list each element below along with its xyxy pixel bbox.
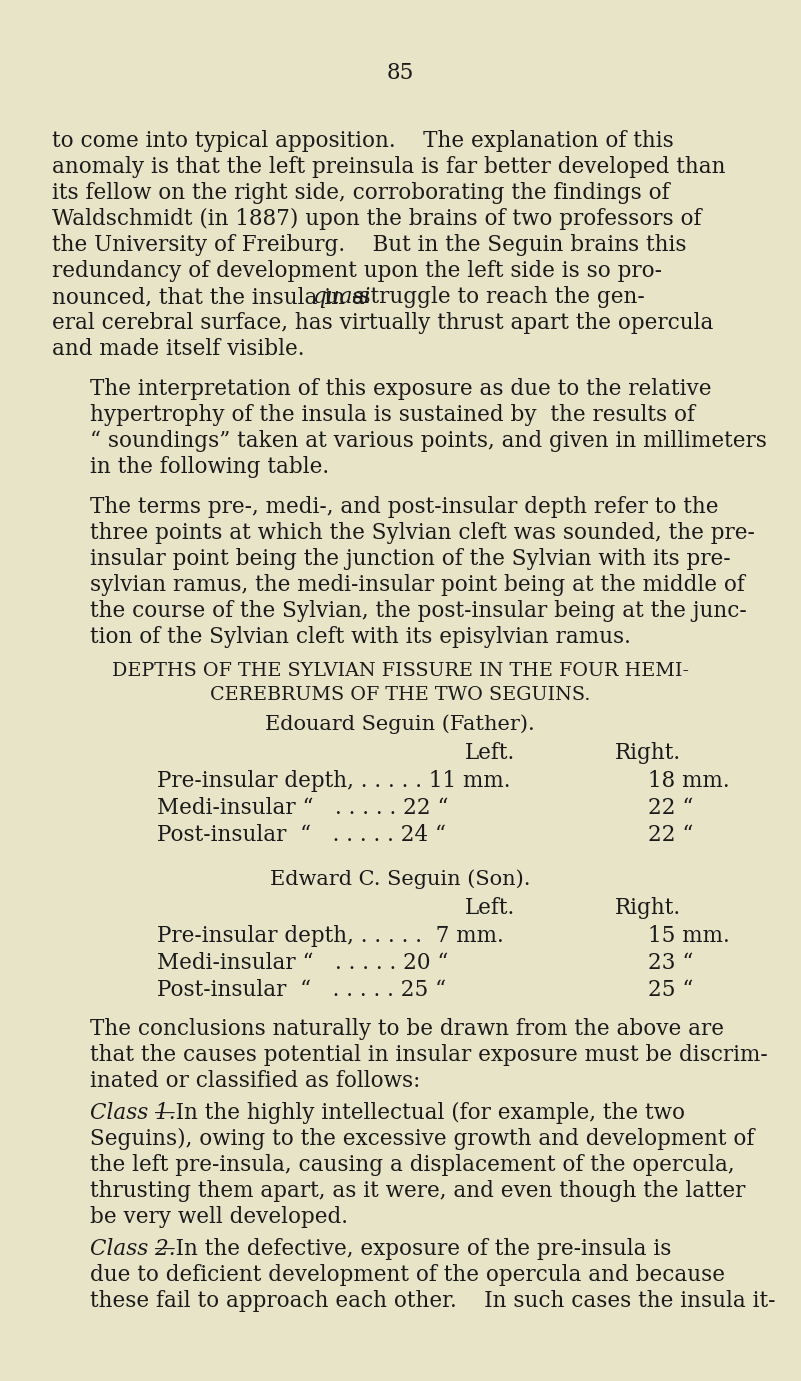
Text: due to deficient development of the opercula and because: due to deficient development of the oper…: [90, 1264, 725, 1286]
Text: 23 “: 23 “: [648, 952, 694, 974]
Text: three points at which the Sylvian cleft was sounded, the pre-: three points at which the Sylvian cleft …: [90, 522, 755, 544]
Text: Class 2.: Class 2.: [90, 1237, 175, 1259]
Text: tion of the Sylvian cleft with its episylvian ramus.: tion of the Sylvian cleft with its episy…: [90, 626, 631, 648]
Text: Post-insular  “ . . . . . 24 “: Post-insular “ . . . . . 24 “: [157, 824, 446, 847]
Text: Left.: Left.: [465, 898, 515, 918]
Text: nounced, that the insula in a: nounced, that the insula in a: [52, 286, 372, 308]
Text: The conclusions naturally to be drawn from the above are: The conclusions naturally to be drawn fr…: [90, 1018, 724, 1040]
Text: -struggle to reach the gen-: -struggle to reach the gen-: [352, 286, 645, 308]
Text: these fail to approach each other.    In such cases the insula it-: these fail to approach each other. In su…: [90, 1290, 775, 1312]
Text: its fellow on the right side, corroborating the findings of: its fellow on the right side, corroborat…: [52, 182, 670, 204]
Text: sylvian ramus, the medi-insular point being at the middle of: sylvian ramus, the medi-insular point be…: [90, 574, 745, 597]
Text: to come into typical apposition.    The explanation of this: to come into typical apposition. The exp…: [52, 130, 674, 152]
Text: Class 1.: Class 1.: [90, 1102, 175, 1124]
Text: Right.: Right.: [615, 742, 681, 764]
Text: in the following table.: in the following table.: [90, 456, 329, 478]
Text: Left.: Left.: [465, 742, 515, 764]
Text: The terms pre-, medi-, and post-insular depth refer to the: The terms pre-, medi-, and post-insular …: [90, 496, 718, 518]
Text: 18 mm.: 18 mm.: [648, 771, 730, 791]
Text: Waldschmidt (in 1887) upon the brains of two professors of: Waldschmidt (in 1887) upon the brains of…: [52, 209, 702, 231]
Text: thrusting them apart, as it were, and even though the latter: thrusting them apart, as it were, and ev…: [90, 1179, 746, 1201]
Text: be very well developed.: be very well developed.: [90, 1206, 348, 1228]
Text: —In the defective, exposure of the pre-insula is: —In the defective, exposure of the pre-i…: [154, 1237, 671, 1259]
Text: eral cerebral surface, has virtually thrust apart the opercula: eral cerebral surface, has virtually thr…: [52, 312, 714, 334]
Text: Edouard Seguin (Father).: Edouard Seguin (Father).: [265, 714, 535, 733]
Text: Pre-insular depth, . . . . . 11 mm.: Pre-insular depth, . . . . . 11 mm.: [157, 771, 510, 791]
Text: DEPTHS OF THE SYLVIAN FISSURE IN THE FOUR HEMI-: DEPTHS OF THE SYLVIAN FISSURE IN THE FOU…: [111, 661, 689, 679]
Text: anomaly is that the left preinsula is far better developed than: anomaly is that the left preinsula is fa…: [52, 156, 726, 178]
Text: Pre-insular depth, . . . . .  7 mm.: Pre-insular depth, . . . . . 7 mm.: [157, 925, 504, 947]
Text: Medi-insular “ . . . . . 20 “: Medi-insular “ . . . . . 20 “: [157, 952, 449, 974]
Text: Post-insular  “ . . . . . 25 “: Post-insular “ . . . . . 25 “: [157, 979, 446, 1001]
Text: redundancy of development upon the left side is so pro-: redundancy of development upon the left …: [52, 260, 662, 282]
Text: 15 mm.: 15 mm.: [648, 925, 730, 947]
Text: “ soundings” taken at various points, and given in millimeters: “ soundings” taken at various points, an…: [90, 429, 767, 452]
Text: Medi-insular “ . . . . . 22 “: Medi-insular “ . . . . . 22 “: [157, 797, 449, 819]
Text: Right.: Right.: [615, 898, 681, 918]
Text: Edward C. Seguin (Son).: Edward C. Seguin (Son).: [270, 869, 530, 888]
Text: 22 “: 22 “: [648, 797, 694, 819]
Text: hypertrophy of the insula is sustained by  the results of: hypertrophy of the insula is sustained b…: [90, 405, 695, 425]
Text: 22 “: 22 “: [648, 824, 694, 847]
Text: Seguins), owing to the excessive growth and development of: Seguins), owing to the excessive growth …: [90, 1128, 755, 1150]
Text: inated or classified as follows:: inated or classified as follows:: [90, 1070, 421, 1092]
Text: that the causes potential in insular exposure must be discrim-: that the causes potential in insular exp…: [90, 1044, 767, 1066]
Text: and made itself visible.: and made itself visible.: [52, 338, 304, 360]
Text: the course of the Sylvian, the post-insular being at the junc-: the course of the Sylvian, the post-insu…: [90, 599, 747, 621]
Text: insular point being the junction of the Sylvian with its pre-: insular point being the junction of the …: [90, 548, 731, 570]
Text: CEREBRUMS OF THE TWO SEGUINS.: CEREBRUMS OF THE TWO SEGUINS.: [210, 686, 590, 704]
Text: 85: 85: [386, 62, 413, 84]
Text: The interpretation of this exposure as due to the relative: The interpretation of this exposure as d…: [90, 378, 711, 400]
Text: 25 “: 25 “: [648, 979, 694, 1001]
Text: quasi: quasi: [312, 286, 371, 308]
Text: the University of Freiburg.    But in the Seguin brains this: the University of Freiburg. But in the S…: [52, 233, 686, 255]
Text: —In the highly intellectual (for example, the two: —In the highly intellectual (for example…: [154, 1102, 685, 1124]
Text: the left pre-insula, causing a displacement of the opercula,: the left pre-insula, causing a displacem…: [90, 1155, 735, 1177]
